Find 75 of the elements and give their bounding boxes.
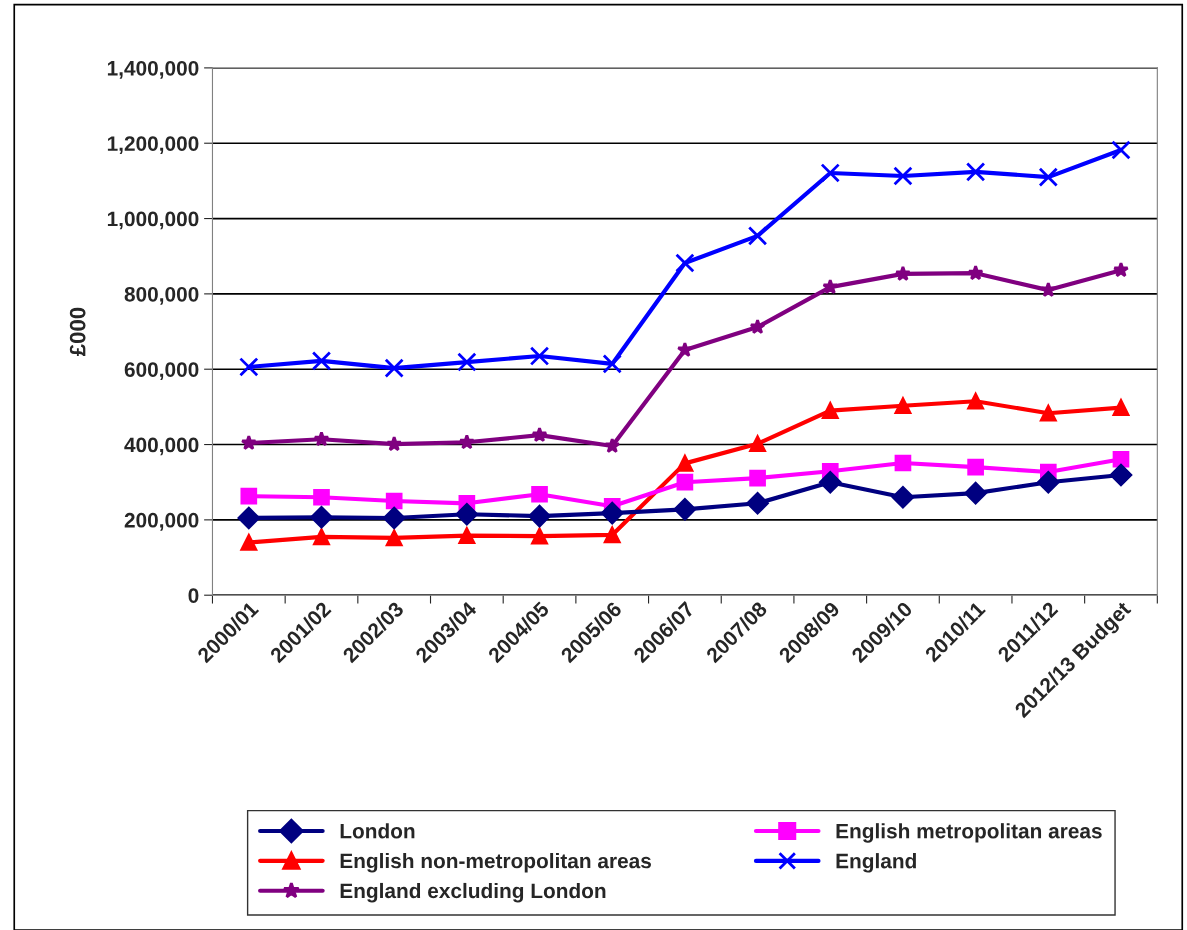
- legend-label: English metropolitan areas: [836, 823, 1102, 843]
- point: [819, 470, 842, 494]
- point: [240, 434, 257, 451]
- y-tick-label: 1,200,000: [107, 136, 199, 154]
- y-axis-title: £000: [69, 307, 86, 357]
- point: [894, 265, 911, 281]
- point: [529, 346, 550, 366]
- point: [749, 469, 766, 487]
- point: [964, 481, 987, 505]
- point: [676, 341, 693, 358]
- legend-label: London: [340, 823, 415, 839]
- point: [239, 357, 259, 377]
- point: [386, 435, 403, 452]
- y-tick-label: 200,000: [124, 512, 199, 531]
- y-tick-label: 1,400,000: [107, 60, 199, 79]
- point: [894, 397, 912, 415]
- point: [385, 492, 403, 510]
- point: [311, 351, 332, 371]
- point: [676, 473, 694, 491]
- point: [673, 498, 697, 521]
- point: [891, 486, 915, 509]
- point: [604, 437, 621, 454]
- point: [1039, 404, 1057, 422]
- point: [313, 528, 330, 546]
- point: [240, 534, 258, 551]
- point: [1112, 399, 1130, 416]
- point: [603, 526, 621, 544]
- point: [1038, 167, 1059, 187]
- point: [384, 358, 404, 378]
- y-tick-label: 400,000: [124, 437, 199, 456]
- point: [602, 354, 622, 374]
- point: [310, 506, 333, 529]
- point: [821, 402, 839, 419]
- point: [601, 501, 624, 525]
- point: [1112, 450, 1130, 468]
- point: [894, 454, 912, 472]
- point: [746, 492, 769, 515]
- point: [749, 318, 766, 335]
- point: [528, 504, 551, 528]
- point: [385, 529, 403, 547]
- point: [822, 278, 839, 295]
- legend-label: England excluding London: [340, 882, 606, 903]
- point: [675, 253, 695, 273]
- point: [531, 426, 548, 443]
- y-tick-label: 0: [188, 588, 199, 603]
- point: [531, 485, 548, 503]
- point: [1037, 470, 1060, 494]
- point: [1109, 463, 1133, 487]
- point: [965, 162, 986, 182]
- point: [676, 455, 694, 472]
- y-tick-label: 800,000: [124, 286, 199, 305]
- point: [458, 433, 475, 450]
- point: [457, 352, 477, 372]
- point: [240, 487, 258, 505]
- y-tick-label: 600,000: [124, 362, 199, 380]
- point: [967, 264, 984, 281]
- point: [967, 458, 984, 476]
- y-tick-label: 1,000,000: [107, 211, 199, 230]
- point: [820, 163, 840, 183]
- point: [1112, 261, 1129, 278]
- point: [237, 506, 261, 530]
- point: [893, 166, 913, 186]
- point: [313, 430, 330, 447]
- point: [313, 488, 330, 506]
- point: [747, 226, 768, 246]
- point: [455, 503, 479, 526]
- point: [382, 506, 406, 530]
- point: [1111, 140, 1131, 160]
- legend-label: England: [836, 853, 916, 873]
- point: [531, 527, 548, 545]
- point: [458, 527, 476, 545]
- point: [967, 392, 984, 410]
- legend-label: English non-metropolitan areas: [340, 852, 651, 873]
- point: [749, 435, 766, 453]
- point: [1040, 281, 1057, 298]
